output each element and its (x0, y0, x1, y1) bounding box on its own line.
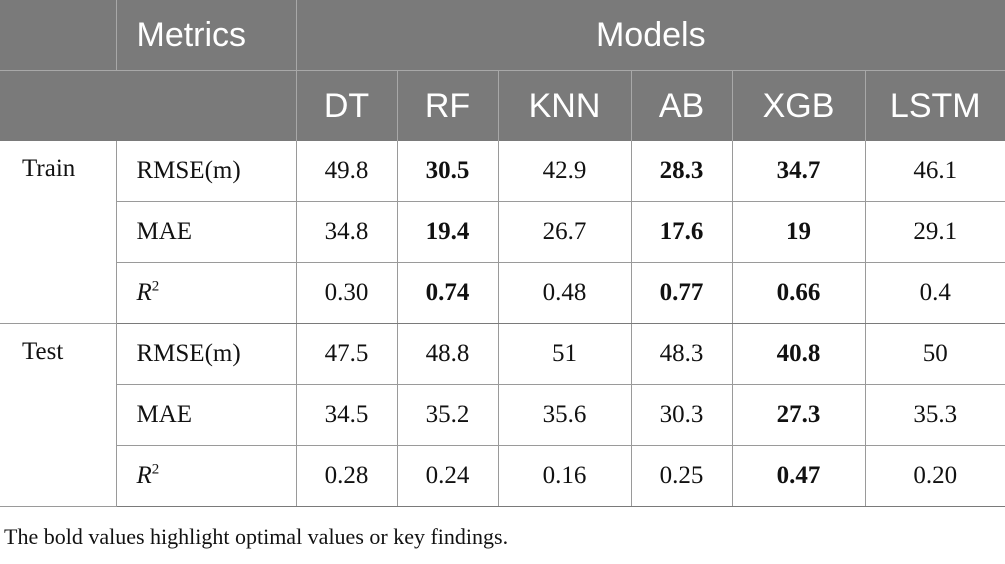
value-cell: 19.4 (396, 201, 498, 263)
value-cell: 30.5 (396, 141, 498, 202)
value-cell: 29.1 (864, 201, 1005, 263)
value-cell: 0.74 (396, 262, 498, 324)
header-row-2: DT RF KNN AB XGB LSTM (0, 70, 1005, 141)
metric-label: RMSE(m) (115, 323, 296, 385)
value-cell: 35.6 (497, 384, 631, 446)
value-cell: 0.4 (864, 262, 1005, 324)
model-header-lstm: LSTM (864, 70, 1005, 141)
model-header-ab: AB (630, 70, 732, 141)
value-cell: 0.25 (630, 445, 732, 507)
model-header-knn: KNN (497, 70, 631, 141)
models-header: Models (295, 0, 1005, 71)
value-cell: 19 (731, 201, 865, 263)
metric-label: MAE (115, 201, 296, 263)
table-row: Train RMSE(m) 49.8 30.5 42.9 28.3 34.7 4… (0, 141, 1005, 324)
table-row: R2 0.28 0.24 0.16 0.25 0.47 0.20 (0, 445, 1005, 507)
table-row: R2 0.30 0.74 0.48 0.77 0.66 0.4 (0, 262, 1005, 324)
value-cell: 0.77 (630, 262, 732, 324)
metric-label: MAE (115, 384, 296, 446)
value-cell: 42.9 (497, 141, 631, 202)
value-cell: 0.66 (731, 262, 865, 324)
value-cell: 0.47 (731, 445, 865, 507)
metric-label-r-squared: R2 (115, 445, 296, 507)
value-cell: 49.8 (295, 141, 397, 202)
value-cell: 0.48 (497, 262, 631, 324)
value-cell: 34.8 (295, 201, 397, 263)
metrics-header: Metrics (115, 0, 296, 71)
empty-header-cell (0, 0, 116, 71)
value-cell: 27.3 (731, 384, 865, 446)
value-cell: 35.2 (396, 384, 498, 446)
value-cell: 50 (864, 323, 1005, 385)
value-cell: 0.24 (396, 445, 498, 507)
model-header-xgb: XGB (731, 70, 865, 141)
value-cell: 40.8 (731, 323, 865, 385)
group-label-test: Test (0, 323, 116, 507)
value-cell: 46.1 (864, 141, 1005, 202)
table-row: MAE 34.8 19.4 26.7 17.6 19 29.1 (0, 201, 1005, 263)
group-label-train: Train (0, 141, 116, 324)
value-cell: 34.7 (731, 141, 865, 202)
model-header-dt: DT (295, 70, 397, 141)
value-cell: 35.3 (864, 384, 1005, 446)
value-cell: 0.16 (497, 445, 631, 507)
value-cell: 51 (497, 323, 631, 385)
empty-header-cell (0, 70, 296, 141)
table-row: Test RMSE(m) 47.5 48.8 51 48.3 40.8 50 (0, 323, 1005, 507)
metric-label-r-squared: R2 (115, 262, 296, 324)
value-cell: 26.7 (497, 201, 631, 263)
header-row-1: Metrics Models (0, 0, 1005, 71)
value-cell: 28.3 (630, 141, 732, 202)
value-cell: 0.20 (864, 445, 1005, 507)
results-table: Metrics Models DT RF KNN AB XGB LSTM Tra… (0, 0, 1005, 507)
value-cell: 47.5 (295, 323, 397, 385)
value-cell: 0.30 (295, 262, 397, 324)
table-footnote: The bold values highlight optimal values… (4, 524, 509, 549)
value-cell: 17.6 (630, 201, 732, 263)
metric-label: RMSE(m) (115, 141, 296, 202)
table-row: MAE 34.5 35.2 35.6 30.3 27.3 35.3 (0, 384, 1005, 446)
value-cell: 30.3 (630, 384, 732, 446)
value-cell: 48.3 (630, 323, 732, 385)
value-cell: 34.5 (295, 384, 397, 446)
value-cell: 48.8 (396, 323, 498, 385)
model-header-rf: RF (396, 70, 498, 141)
value-cell: 0.28 (295, 445, 397, 507)
